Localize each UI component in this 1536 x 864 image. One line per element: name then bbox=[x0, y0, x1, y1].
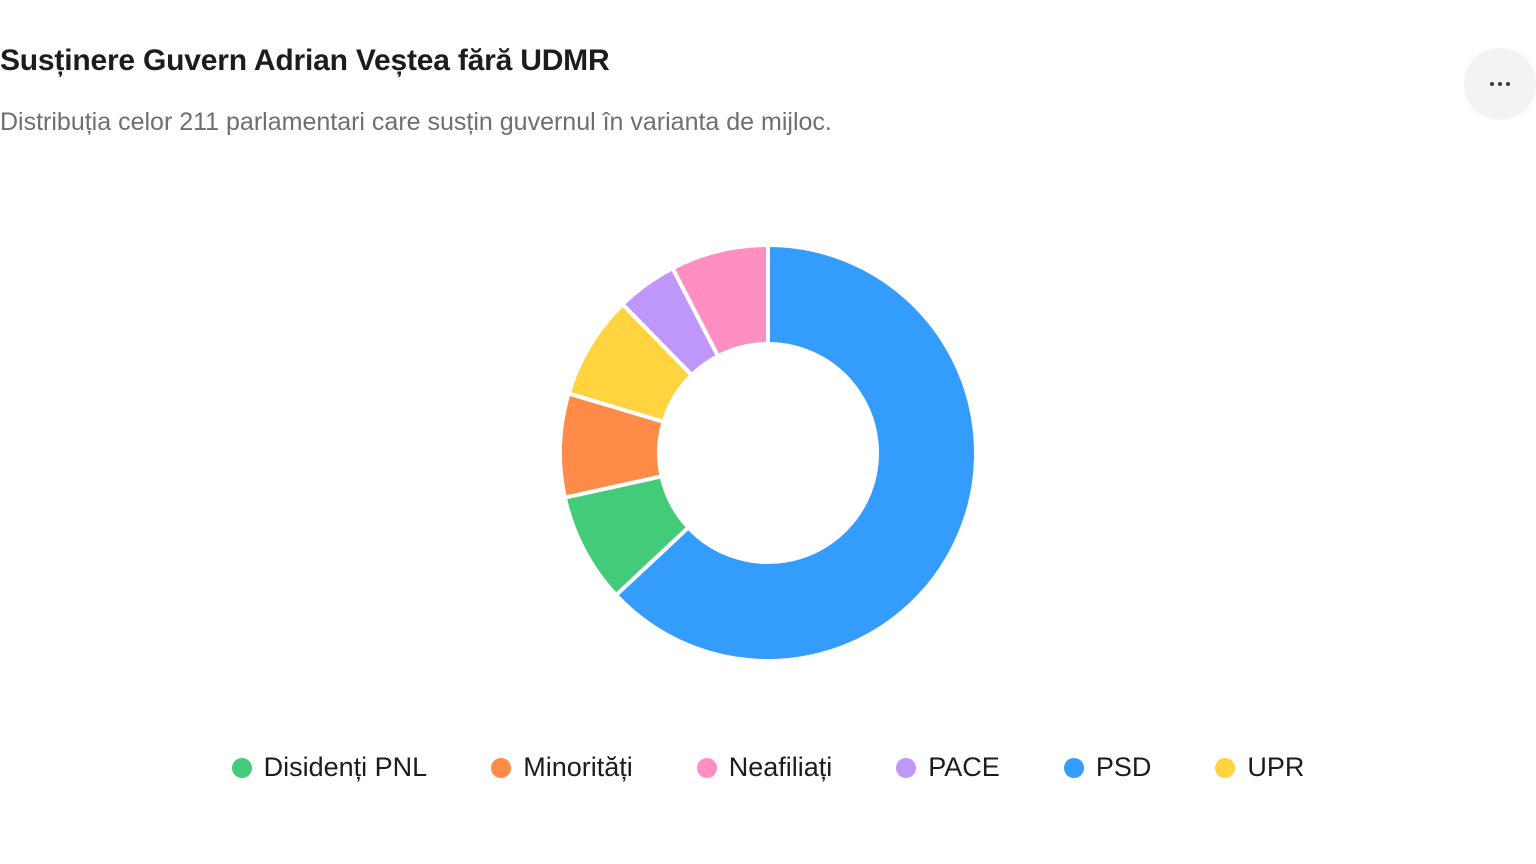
legend-item-upr[interactable]: UPR bbox=[1215, 752, 1304, 783]
more-horizontal-icon bbox=[1490, 82, 1510, 86]
legend-label: Neafiliați bbox=[728, 752, 833, 782]
chart-subtitle: Distribuția celor 211 parlamentari care … bbox=[0, 108, 832, 136]
legend-item-psd[interactable]: PSD bbox=[1063, 752, 1152, 783]
legend-label: UPR bbox=[1247, 752, 1305, 782]
legend-item-pace[interactable]: PACE bbox=[896, 752, 1000, 783]
legend-item-minoritati[interactable]: Minorități bbox=[491, 752, 633, 783]
legend-swatch bbox=[1215, 757, 1236, 778]
legend-swatch bbox=[1063, 757, 1084, 778]
legend-swatch bbox=[231, 757, 252, 778]
chart-title: Susținere Guvern Adrian Veștea fără UDMR bbox=[0, 44, 610, 77]
legend-item-disidenti-pnl[interactable]: Disidenți PNL bbox=[231, 752, 428, 783]
slice-psd[interactable] bbox=[614, 243, 978, 663]
legend-swatch bbox=[896, 757, 917, 778]
legend-label: PACE bbox=[928, 752, 1000, 782]
legend-label: Disidenți PNL bbox=[263, 752, 428, 782]
legend-item-neafiliati[interactable]: Neafiliați bbox=[696, 752, 833, 783]
more-options-button[interactable] bbox=[1464, 48, 1536, 120]
legend-swatch bbox=[491, 757, 512, 778]
legend-label: PSD bbox=[1095, 752, 1152, 782]
chart-legend: Disidenți PNL Minorități Neafiliați PACE… bbox=[0, 752, 1536, 783]
legend-swatch bbox=[696, 757, 717, 778]
slice-neafiliați[interactable] bbox=[670, 243, 770, 359]
legend-label: Minorități bbox=[523, 752, 633, 782]
